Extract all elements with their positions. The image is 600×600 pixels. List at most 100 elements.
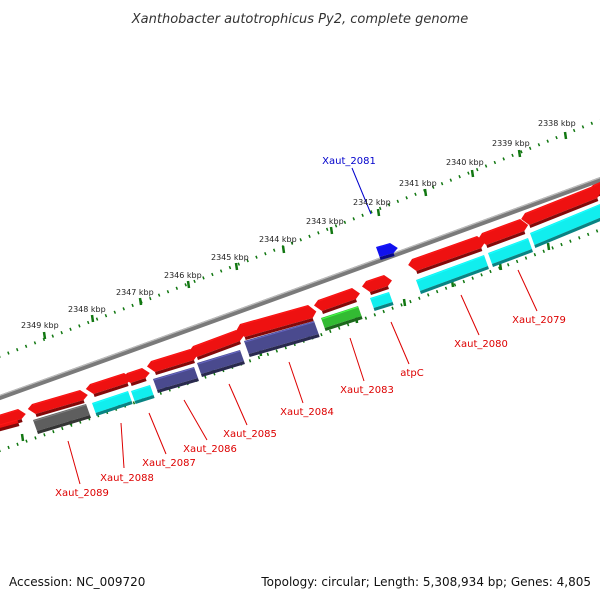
cds-left-edge-shine (0, 419, 18, 426)
cds-xaut-2086-shine (153, 367, 195, 381)
gene-feature-xaut-2083-face (313, 288, 360, 311)
gene-label-xaut-2089[interactable]: Xaut_2089 (55, 488, 109, 499)
gene-feature-xaut-2080-face (408, 236, 486, 271)
gene-feature-xaut-2080-edge (416, 248, 483, 274)
tick-label-2346: 2346 kbp (164, 271, 202, 280)
leader-xaut-2085 (228, 383, 248, 426)
gene-feature-xaut-2084-face (236, 305, 317, 337)
leader-xaut-2088 (120, 422, 125, 469)
cds-2-face (488, 238, 532, 264)
cds-xaut-2084-edge (248, 334, 320, 357)
cds-xaut-2083 (321, 306, 363, 331)
gene-feature-2-shine (482, 219, 521, 235)
gene-label-xaut-2088[interactable]: Xaut_2088 (100, 473, 154, 484)
cds-xaut-2086-edge (156, 378, 199, 393)
outer-major-tick-4 (376, 208, 381, 217)
cds-xaut-2085-shine (197, 350, 241, 365)
cds-xaut-2087-shine (131, 385, 151, 393)
gene-feature-2-face (478, 219, 529, 245)
cds-xaut-2089 (33, 404, 91, 434)
cds-xaut-2084-face (244, 321, 319, 354)
gene-feature-xaut-2089-shine (32, 390, 81, 406)
gene-feature-xaut-2081-shine (376, 243, 391, 249)
gene-feature-xaut-2080-shine (412, 236, 478, 261)
gene-label-xaut-2087[interactable]: Xaut_2087 (142, 458, 196, 469)
cds-atpc-face (370, 292, 393, 308)
cds-xaut-2080-face (416, 255, 488, 291)
cds-xaut-2080-shine (416, 255, 485, 282)
leader-xaut-2086 (183, 399, 208, 441)
gene-feature-xaut-2079 (521, 186, 600, 228)
gene-feature-xaut-2086 (146, 349, 198, 375)
gene-label-xaut-2085[interactable]: Xaut_2085 (223, 429, 277, 440)
cds-xaut-2089-shine (33, 404, 87, 422)
gene-feature-xaut-2084-shine (240, 305, 309, 326)
outer-major-tick-0 (563, 131, 568, 140)
tick-label-2338: 2338 kbp (538, 119, 576, 128)
cds-2-shine (488, 238, 529, 255)
cds-xaut-2089-edge (36, 415, 91, 434)
outer-major-tick-5 (329, 226, 334, 235)
cds-xaut-2085-edge (200, 361, 245, 377)
gene-feature-xaut-2083 (313, 288, 360, 314)
backbone (0, 177, 600, 401)
outer-major-tick-10 (90, 314, 95, 323)
outer-major-tick-2 (470, 169, 475, 178)
gene-feature-xaut-2089 (27, 390, 88, 417)
gene-label-xaut-2080[interactable]: Xaut_2080 (454, 339, 508, 350)
features (0, 182, 600, 434)
leader-xaut-2080 (460, 294, 480, 336)
cds-xaut-2084 (244, 321, 320, 357)
tick-label-2345: 2345 kbp (211, 253, 249, 262)
cds-xaut-2080 (416, 255, 489, 294)
cds-left-edge-edge (0, 423, 20, 432)
gene-feature-xaut-2086-face (146, 349, 198, 372)
tick-marks (20, 131, 568, 442)
tick-label-2347: 2347 kbp (116, 288, 154, 297)
gene-label-xaut-2081[interactable]: Xaut_2081 (322, 156, 376, 167)
topology-text: Topology: circular; Length: 5,308,934 bp… (260, 575, 591, 589)
gene-feature-xaut-2087-shine (127, 368, 143, 375)
gene-label-xaut-2079[interactable]: Xaut_2079 (512, 315, 566, 326)
cds-xaut-2086 (153, 367, 199, 393)
leader-xaut-2079 (517, 269, 538, 312)
gene-label-atpc[interactable]: atpC (400, 368, 423, 379)
gene-feature-xaut-2089-face (27, 390, 88, 414)
gene-feature-xaut-2088-face (85, 373, 132, 394)
tick-label-2344: 2344 kbp (259, 235, 297, 244)
cds-xaut-2087 (131, 385, 155, 404)
outer-major-tick-8 (186, 280, 191, 289)
cds-xaut-2088-shine (92, 391, 129, 405)
gene-feature-xaut-2079-face (521, 186, 600, 225)
cds-xaut-2087-edge (134, 395, 155, 404)
gene-feature-xaut-2086-shine (151, 349, 191, 363)
accession-text: Accession: NC_009720 (9, 575, 145, 589)
leader-xaut-2089 (67, 440, 81, 485)
gene-feature-xaut-2083-shine (318, 288, 353, 302)
cds-xaut-2079-shine (530, 204, 600, 235)
cds-xaut-2088-face (92, 391, 132, 413)
gene-feature-xaut-2086-edge (154, 360, 195, 375)
inner-major-tick-3 (402, 298, 407, 307)
cds-xaut-2085 (197, 350, 245, 377)
gene-feature-left-edge-face (0, 409, 26, 426)
gene-label-xaut-2084[interactable]: Xaut_2084 (280, 407, 334, 418)
tick-label-2339: 2339 kbp (492, 139, 530, 148)
gene-label-xaut-2086[interactable]: Xaut_2086 (183, 444, 237, 455)
tick-label-2341: 2341 kbp (399, 179, 437, 188)
gene-feature-atpc-shine (366, 275, 385, 283)
gene-feature-xaut-2085-shine (193, 330, 237, 348)
gene-feature-xaut-2085-edge (196, 341, 241, 360)
tick-label-2343: 2343 kbp (306, 217, 344, 226)
cds-xaut-2080-edge (419, 266, 489, 294)
gene-feature-xaut-2079-shine (525, 186, 594, 215)
gene-feature-xaut-2083-edge (321, 299, 357, 314)
gene-label-xaut-2083[interactable]: Xaut_2083 (340, 385, 394, 396)
tick-label-2348: 2348 kbp (68, 305, 106, 314)
leader-xaut-2083 (349, 337, 365, 382)
gene-feature-xaut-2088-shine (90, 373, 125, 386)
label-leaders (67, 167, 538, 485)
cds-xaut-2079-face (530, 204, 600, 245)
cds-2-edge (491, 249, 533, 267)
